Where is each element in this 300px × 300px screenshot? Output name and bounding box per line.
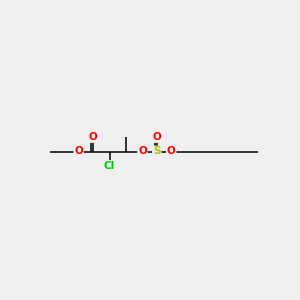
Text: O: O (89, 132, 98, 142)
Text: O: O (74, 146, 83, 157)
Text: Cl: Cl (104, 161, 115, 171)
Text: O: O (138, 146, 147, 157)
Text: S: S (153, 146, 160, 157)
Text: O: O (167, 146, 176, 157)
Text: O: O (152, 132, 161, 142)
